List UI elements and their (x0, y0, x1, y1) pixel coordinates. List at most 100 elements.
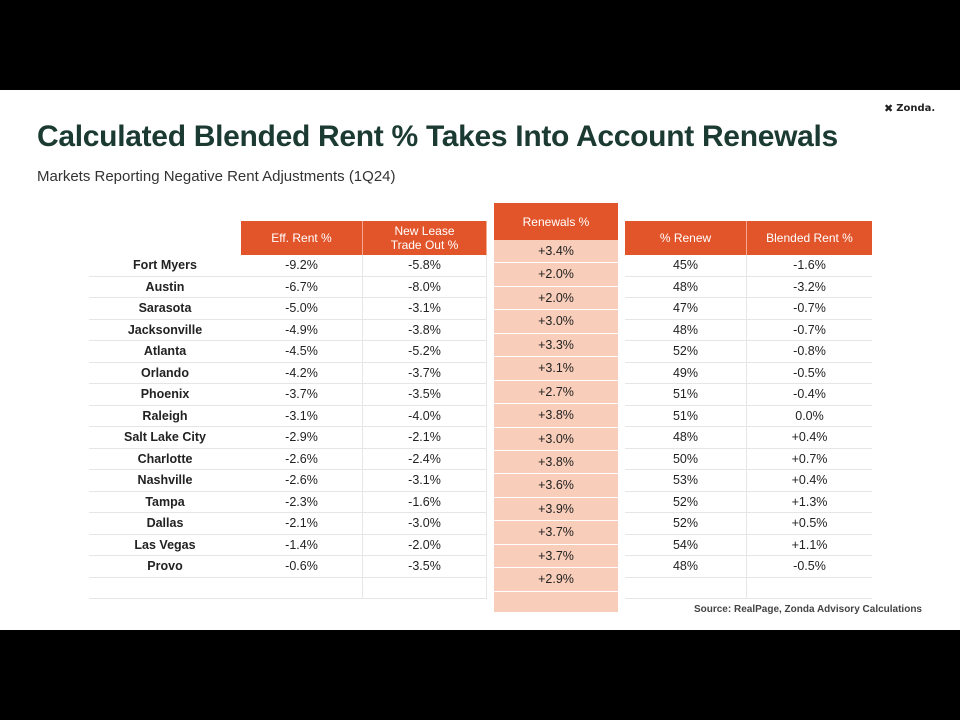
renewals-cell: +2.7% (494, 381, 618, 405)
header-new-lease: New Lease Trade Out % (363, 221, 487, 255)
eff-rent-cell: -4.5% (241, 341, 362, 363)
header-pct-renew: % Renew (625, 221, 747, 255)
empty-cell (747, 578, 872, 599)
city-cell: Fort Myers (89, 255, 241, 277)
new-lease-cell: -3.5% (363, 384, 486, 406)
city-cell: Las Vegas (89, 535, 241, 556)
eff-rent-cell: -2.1% (241, 513, 362, 535)
header-renewals-label: Renewals % (522, 214, 590, 229)
new-lease-cell: -3.0% (363, 513, 486, 535)
new-lease-column: -5.8% -8.0% -3.1% -3.8% -5.2% -3.7% -3.5% -4.0%… (363, 255, 487, 599)
pct-renew-cell: 53% (625, 470, 746, 492)
empty-cell (625, 578, 746, 599)
zonda-logo-text: Zonda. (896, 103, 936, 114)
city-cell: Provo (89, 556, 241, 578)
renewals-cell: +3.1% (494, 357, 618, 381)
empty-cell (241, 578, 362, 599)
blended-cell: +0.5% (747, 513, 872, 535)
new-lease-cell: -3.1% (363, 470, 486, 492)
city-cell: Jacksonville (89, 320, 241, 341)
blended-column: -1.6% -3.2% -0.7% -0.7% -0.8% -0.5% -0.4% 0.0% +… (747, 255, 872, 599)
eff-rent-cell: -0.6% (241, 556, 362, 578)
renewals-cell: +3.7% (494, 545, 618, 569)
header-eff-rent: Eff. Rent % (241, 221, 363, 255)
renewals-cell: +2.9% (494, 568, 618, 592)
eff-rent-cell: -2.9% (241, 427, 362, 449)
new-lease-cell: -2.4% (363, 449, 486, 470)
eff-rent-cell: -3.7% (241, 384, 362, 406)
new-lease-cell: -3.8% (363, 320, 486, 341)
renewals-cell: +3.0% (494, 310, 618, 334)
header-blended-label: Blended Rent % (766, 231, 853, 245)
header-eff-rent-label: Eff. Rent % (271, 231, 332, 245)
eff-rent-column: -9.2% -6.7% -5.0% -4.9% -4.5% -4.2% -3.7% -3.1%… (241, 255, 363, 599)
eff-rent-cell: -4.9% (241, 320, 362, 341)
city-cell: Atlanta (89, 341, 241, 363)
pct-renew-cell: 48% (625, 320, 746, 341)
page-subtitle: Markets Reporting Negative Rent Adjustme… (37, 168, 396, 185)
eff-rent-cell: -2.6% (241, 470, 362, 492)
renewals-cell: +3.8% (494, 451, 618, 475)
zonda-logo-icon: ✖ (884, 102, 894, 115)
pct-renew-cell: 48% (625, 427, 746, 449)
city-cell: Austin (89, 277, 241, 298)
header-new-lease-line2: Trade Out % (390, 238, 459, 252)
city-cell: Orlando (89, 363, 241, 384)
empty-cell (494, 592, 618, 615)
renewals-cell: +3.3% (494, 334, 618, 358)
blended-cell: +0.4% (747, 427, 872, 449)
pct-renew-column: 45% 48% 47% 48% 52% 49% 51% 51% 48% 50% 53% 52% 52% 5… (625, 255, 747, 599)
new-lease-cell: -5.2% (363, 341, 486, 363)
new-lease-cell: -1.6% (363, 492, 486, 513)
blended-cell: +1.3% (747, 492, 872, 513)
slide: ✖ Zonda. Calculated Blended Rent % Takes… (0, 90, 960, 630)
header-renewals: Renewals % (494, 203, 618, 240)
blended-cell: 0.0% (747, 406, 872, 427)
city-cell: Phoenix (89, 384, 241, 406)
city-cell: Raleigh (89, 406, 241, 427)
renewals-cell: +3.9% (494, 498, 618, 522)
new-lease-cell: -5.8% (363, 255, 486, 277)
page-title: Calculated Blended Rent % Takes Into Acc… (37, 120, 838, 153)
empty-cell (363, 578, 486, 599)
renewals-cell: +2.0% (494, 287, 618, 311)
city-cell: Dallas (89, 513, 241, 535)
pct-renew-cell: 54% (625, 535, 746, 556)
pct-renew-cell: 47% (625, 298, 746, 320)
eff-rent-cell: -5.0% (241, 298, 362, 320)
new-lease-cell: -2.1% (363, 427, 486, 449)
pct-renew-cell: 52% (625, 513, 746, 535)
eff-rent-cell: -4.2% (241, 363, 362, 384)
header-pct-renew-label: % Renew (659, 231, 712, 245)
blended-cell: +0.4% (747, 470, 872, 492)
header-blended: Blended Rent % (747, 221, 872, 255)
renewals-cell: +3.4% (494, 240, 618, 264)
blended-cell: -0.8% (747, 341, 872, 363)
pct-renew-cell: 50% (625, 449, 746, 470)
city-cell: Salt Lake City (89, 427, 241, 449)
renewals-cell: +3.8% (494, 404, 618, 428)
blended-cell: -0.5% (747, 363, 872, 384)
eff-rent-cell: -3.1% (241, 406, 362, 427)
renewals-cell: +2.0% (494, 263, 618, 287)
header-new-lease-line1: New Lease (394, 224, 455, 238)
renewals-column: +3.4% +2.0% +2.0% +3.0% +3.3% +3.1% +2.7% +3.8%… (494, 240, 618, 615)
empty-cell (89, 578, 241, 599)
renewals-cell: +3.0% (494, 428, 618, 451)
blended-cell: +0.7% (747, 449, 872, 470)
pct-renew-cell: 51% (625, 406, 746, 427)
city-column: Fort Myers Austin Sarasota Jacksonville Atla… (89, 255, 241, 599)
new-lease-cell: -3.1% (363, 298, 486, 320)
eff-rent-cell: -1.4% (241, 535, 362, 556)
new-lease-cell: -3.7% (363, 363, 486, 384)
eff-rent-cell: -9.2% (241, 255, 362, 277)
new-lease-cell: -3.5% (363, 556, 486, 578)
blended-cell: -3.2% (747, 277, 872, 298)
blended-cell: -0.7% (747, 320, 872, 341)
pct-renew-cell: 48% (625, 556, 746, 578)
eff-rent-cell: -6.7% (241, 277, 362, 298)
new-lease-cell: -2.0% (363, 535, 486, 556)
eff-rent-cell: -2.3% (241, 492, 362, 513)
pct-renew-cell: 52% (625, 341, 746, 363)
renewals-cell: +3.6% (494, 474, 618, 498)
